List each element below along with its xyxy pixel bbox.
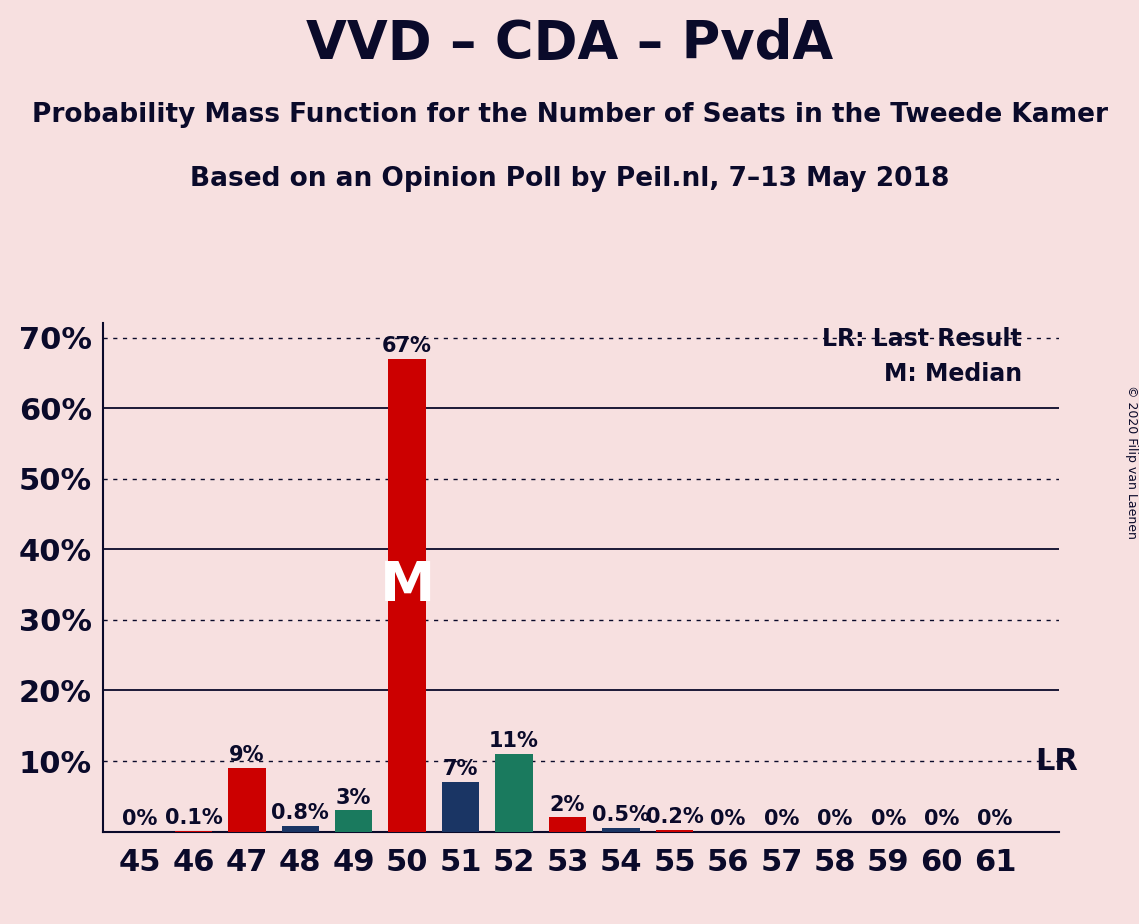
Text: 0%: 0% bbox=[924, 808, 959, 829]
Text: 0%: 0% bbox=[711, 808, 746, 829]
Text: 0%: 0% bbox=[122, 808, 157, 829]
Text: 0.8%: 0.8% bbox=[271, 803, 329, 823]
Bar bbox=[442, 783, 480, 832]
Text: 0%: 0% bbox=[977, 808, 1013, 829]
Bar bbox=[228, 768, 265, 832]
Text: M: M bbox=[379, 559, 435, 613]
Text: 0.1%: 0.1% bbox=[164, 808, 222, 828]
Text: 67%: 67% bbox=[383, 335, 432, 356]
Text: 0%: 0% bbox=[817, 808, 852, 829]
Text: 11%: 11% bbox=[489, 731, 539, 751]
Bar bbox=[335, 810, 372, 832]
Text: Based on an Opinion Poll by Peil.nl, 7–13 May 2018: Based on an Opinion Poll by Peil.nl, 7–1… bbox=[190, 166, 949, 192]
Text: 0.5%: 0.5% bbox=[592, 805, 650, 825]
Bar bbox=[388, 359, 426, 832]
Text: M: Median: M: Median bbox=[884, 362, 1022, 386]
Text: LR: LR bbox=[1035, 747, 1079, 775]
Text: LR: Last Result: LR: Last Result bbox=[822, 327, 1022, 351]
Text: 7%: 7% bbox=[443, 760, 478, 779]
Bar bbox=[495, 754, 533, 832]
Text: 3%: 3% bbox=[336, 787, 371, 808]
Text: Probability Mass Function for the Number of Seats in the Tweede Kamer: Probability Mass Function for the Number… bbox=[32, 102, 1107, 128]
Text: 0%: 0% bbox=[870, 808, 906, 829]
Bar bbox=[549, 818, 587, 832]
Bar bbox=[281, 826, 319, 832]
Text: 0%: 0% bbox=[763, 808, 800, 829]
Bar bbox=[656, 830, 694, 832]
Text: 0.2%: 0.2% bbox=[646, 808, 703, 827]
Text: VVD – CDA – PvdA: VVD – CDA – PvdA bbox=[306, 18, 833, 70]
Text: © 2020 Filip van Laenen: © 2020 Filip van Laenen bbox=[1124, 385, 1138, 539]
Text: 9%: 9% bbox=[229, 746, 264, 765]
Text: 2%: 2% bbox=[550, 795, 585, 815]
Bar bbox=[603, 828, 640, 832]
